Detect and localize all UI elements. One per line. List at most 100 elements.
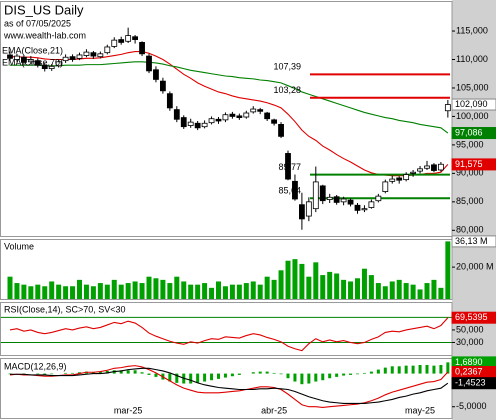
volume-bar	[410, 284, 416, 299]
line	[9, 365, 449, 408]
volume-bar	[70, 286, 76, 299]
y-tick-label: 110,000	[456, 54, 488, 64]
line	[9, 317, 449, 352]
candle-body	[340, 198, 347, 203]
candle-body	[243, 112, 250, 118]
level-label: 85,64	[278, 186, 301, 196]
histogram-bar	[147, 373, 151, 375]
volume-bar	[97, 283, 103, 299]
candle-body	[437, 163, 444, 171]
volume-panel	[0, 239, 453, 300]
histogram-bar	[369, 371, 373, 374]
level-label: 103,28	[273, 85, 301, 95]
volume-bar	[153, 278, 159, 299]
candle-body	[417, 168, 423, 172]
subtitle: as of 07/05/2025	[4, 18, 71, 28]
volume-bar	[271, 279, 277, 299]
volume-bar	[49, 281, 55, 299]
candle-body	[354, 204, 361, 211]
histogram-bar	[217, 373, 220, 379]
volume-bar	[236, 284, 242, 299]
histogram-bar	[425, 364, 429, 374]
histogram-bar	[349, 373, 353, 375]
histogram-bar	[279, 373, 283, 375]
volume-bar	[431, 279, 437, 299]
candle-body	[278, 124, 284, 137]
value-tag-label: 97,086	[455, 127, 483, 137]
panel-title: Volume	[4, 241, 34, 251]
histogram-bar	[300, 373, 304, 385]
histogram-bar	[223, 373, 227, 378]
volume-bar	[257, 284, 263, 299]
value-tag-label: -1,4523	[455, 378, 486, 388]
volume-bar	[292, 259, 298, 299]
candle-body	[20, 56, 27, 63]
x-tick-label: mar-25	[114, 405, 143, 415]
candle-body	[48, 65, 55, 70]
histogram-bar	[404, 365, 408, 374]
volume-bar	[250, 281, 256, 299]
histogram-bar	[286, 373, 290, 379]
histogram-bar	[119, 370, 123, 374]
price-panel	[0, 1, 453, 237]
histogram-bar	[411, 365, 415, 374]
candle-body	[173, 109, 180, 120]
histogram-bar	[342, 373, 346, 376]
panel-title: RSI(Close,14), SC>70, SV<30	[4, 304, 126, 314]
candle-body	[62, 56, 69, 62]
candle-body	[389, 178, 396, 182]
value-tag-label: 91,575	[455, 159, 483, 169]
candle-body	[104, 46, 111, 54]
candle-body	[111, 39, 118, 47]
volume-bar	[243, 283, 249, 299]
volume-bar	[167, 283, 173, 299]
histogram-bar	[230, 373, 234, 377]
legend-entry: EMA(Close,70)	[2, 57, 63, 67]
histogram-bar	[362, 372, 366, 374]
volume-bar	[28, 286, 34, 299]
volume-bar	[299, 263, 305, 299]
histogram-bar	[78, 372, 81, 374]
volume-bar	[320, 275, 326, 299]
candle-body	[347, 199, 354, 205]
volume-bar	[188, 284, 194, 299]
candle-body	[159, 80, 166, 92]
volume-bar	[139, 283, 145, 299]
histogram-bar	[126, 370, 130, 374]
volume-bar	[209, 287, 215, 299]
volume-bar	[118, 284, 124, 299]
volume-bar	[438, 287, 444, 299]
y-tick-label: 105,000	[456, 82, 489, 92]
value-tag-label: 1,6890	[455, 357, 483, 367]
y-tick-label: 115,000	[456, 25, 488, 35]
volume-bar	[229, 284, 235, 299]
candle-body	[187, 121, 194, 126]
volume-bar	[216, 281, 221, 299]
y-tick-label: 80,000	[456, 225, 484, 235]
histogram-bar	[356, 373, 359, 375]
histogram-bar	[189, 373, 193, 384]
candle-body	[333, 196, 340, 203]
legend-entry: EMA(Close,21)	[2, 45, 63, 55]
candle-body	[319, 185, 326, 202]
volume-bar	[35, 284, 41, 299]
histogram-bar	[272, 372, 276, 374]
volume-bar	[375, 283, 381, 299]
histogram-bar	[133, 370, 137, 374]
volume-bar	[278, 270, 284, 299]
volume-bar	[21, 284, 27, 299]
volume-bar	[222, 286, 228, 299]
candle-body	[361, 208, 368, 211]
candle-body	[90, 52, 97, 57]
value-tag-label: 36,13 M	[455, 236, 488, 246]
histogram-bar	[168, 373, 172, 382]
candle-body	[97, 53, 104, 58]
candle-body	[180, 117, 187, 128]
volume-bar	[125, 283, 131, 299]
histogram-bar	[203, 373, 207, 382]
value-tag-label: 69,5395	[455, 312, 488, 322]
y-tick-label: 30,000	[456, 337, 484, 347]
candle-body	[312, 181, 319, 210]
histogram-bar	[237, 373, 241, 375]
candle-body	[285, 153, 291, 180]
